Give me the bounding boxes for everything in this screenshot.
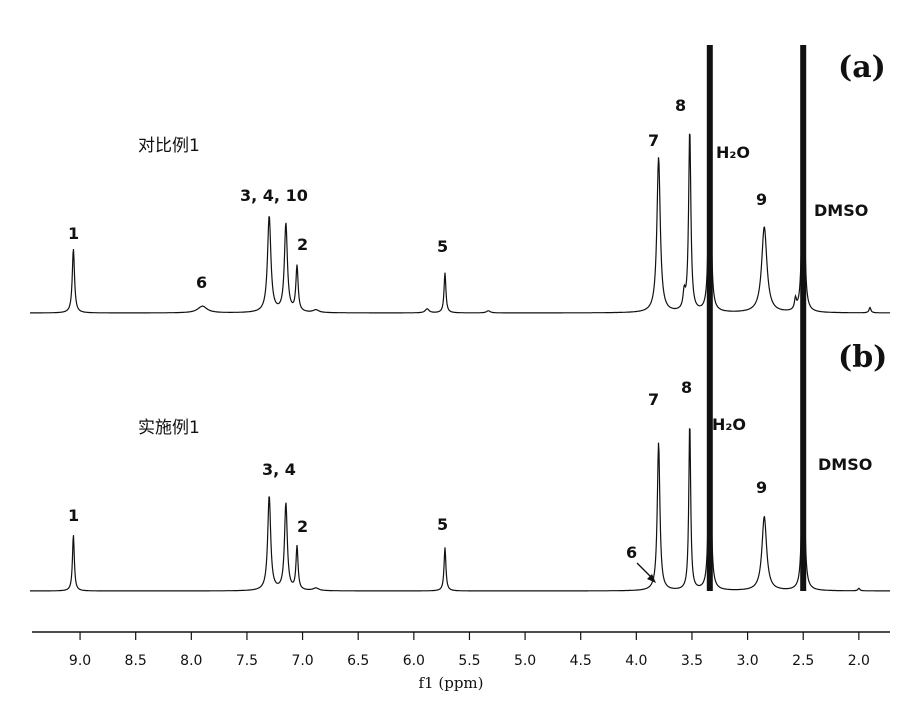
x-axis-title: f1 (ppm) [419, 674, 484, 692]
x-axis: 9.0 8.5 8.0 7.5 7.0 6.5 6.0 5.5 5.0 4.5 4.0 3.5 3.0 2… [32, 631, 890, 692]
x-axis-tick-label: 8.0 [180, 653, 202, 669]
panel-b-tag: (b) [838, 340, 887, 375]
dmso-solvent-bar [800, 45, 807, 591]
panel-b-peak-label-7: 7 [648, 390, 659, 409]
panel-a-sample-name: 对比例1 [138, 136, 200, 156]
x-axis-tick-label: 2.0 [848, 653, 870, 669]
panel-b-peak-label-h2o: H₂O [712, 415, 746, 434]
panel-a-tag: (a) [838, 50, 886, 85]
x-axis-tick-label: 9.0 [69, 653, 91, 669]
panel-b-annotation-6: 6 [626, 543, 637, 562]
panel-a-peak-label-6: 6 [196, 273, 207, 292]
panel-b: (b) 实施例1 1 3, 4 2 5 7 8 H₂O 9 DMSO 6 [30, 340, 890, 592]
panel-b-peak-label-dmso: DMSO [818, 455, 872, 474]
panel-a-spectrum-trace [30, 54, 891, 314]
panel-a-peak-label-7: 7 [648, 131, 659, 150]
panel-a-peak-label-2: 2 [297, 235, 308, 254]
panel-b-peak-label-8: 8 [681, 378, 692, 397]
x-axis-tick-label: 2.5 [792, 653, 814, 669]
panel-b-peak-label-5: 5 [437, 515, 448, 534]
x-axis-tick-label: 5.0 [514, 653, 536, 669]
panel-b-peak-label-3-4: 3, 4 [262, 460, 296, 479]
panel-a: (a) 对比例1 1 6 3, 4, 10 2 5 7 8 H₂O 9 DMSO [30, 50, 891, 314]
panel-b-annotation-arrow [636, 562, 656, 583]
x-axis-tick-label: 3.5 [681, 653, 703, 669]
x-axis-tick-label: 6.5 [347, 653, 369, 669]
panel-a-peak-label-dmso: DMSO [814, 201, 868, 220]
panel-a-peak-label-1: 1 [68, 224, 79, 243]
panel-a-peak-label-9: 9 [756, 190, 767, 209]
x-axis-tick-label: 5.5 [458, 653, 480, 669]
x-axis-ticks: 9.0 8.5 8.0 7.5 7.0 6.5 6.0 5.5 5.0 4.5 4.0 3.5 3.0 2… [69, 632, 870, 669]
panel-b-sample-name: 实施例1 [138, 418, 200, 438]
x-axis-tick-label: 4.5 [570, 653, 592, 669]
panel-b-peak-label-1: 1 [68, 506, 79, 525]
x-axis-tick-label: 4.0 [625, 653, 647, 669]
h2o-solvent-bar [706, 45, 713, 591]
panel-b-peak-label-2: 2 [297, 517, 308, 536]
panel-a-peak-label-5: 5 [437, 237, 448, 256]
panel-a-peak-label-h2o: H₂O [716, 143, 750, 162]
panel-a-peak-label-3-4-10: 3, 4, 10 [240, 186, 308, 205]
x-axis-tick-label: 8.5 [125, 653, 147, 669]
x-axis-tick-label: 3.0 [736, 653, 758, 669]
x-axis-tick-label: 7.5 [236, 653, 258, 669]
panel-a-peak-label-8: 8 [675, 96, 686, 115]
panel-b-spectrum-trace [30, 344, 890, 592]
x-axis-tick-label: 7.0 [291, 653, 313, 669]
x-axis-tick-label: 6.0 [403, 653, 425, 669]
panel-b-peak-label-9: 9 [756, 478, 767, 497]
